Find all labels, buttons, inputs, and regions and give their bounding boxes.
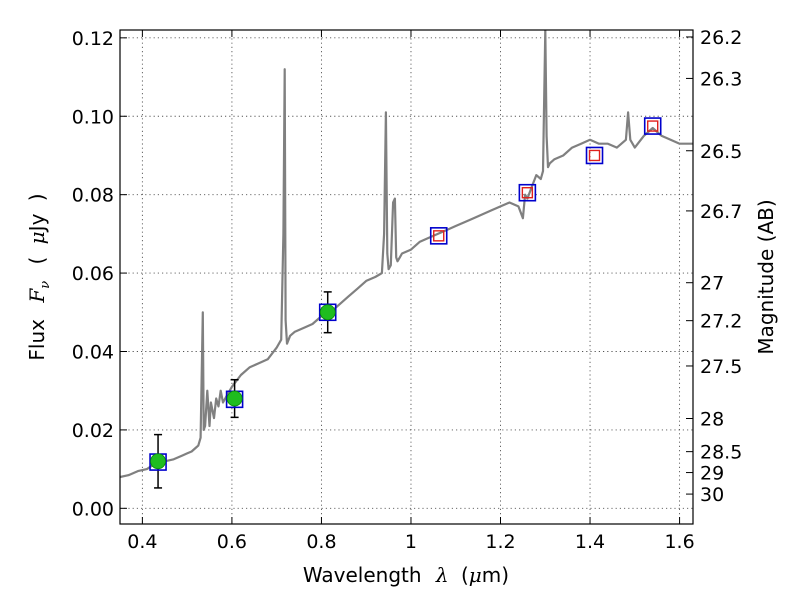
upper-limit-square [647,120,659,132]
model-flux-square [429,227,448,245]
y-tick-label: 0.08 [72,185,114,207]
markers [149,117,662,471]
observed-flux-point [319,304,336,321]
x-tick-label: 1.6 [664,531,694,553]
y2-tick-label: 28 [700,409,724,431]
y2-tick-label: 27.2 [700,311,742,333]
model-flux-square [318,303,337,322]
x-tick-label: 0.8 [306,531,336,553]
upper-limit-square [588,149,601,162]
model-flux-square [518,183,537,202]
y2-tick-label: 30 [700,484,724,506]
y2-tick-label: 29 [700,463,724,485]
ticks: 0.4 0.6 0.8 1 1.2 1.4 1.6 0.00 0.02 0.04 0.06 0.08 0… [72,27,743,553]
y-tick-label: 0.04 [72,341,114,363]
x-tick-label: 1 [405,531,417,553]
y2-tick-label: 26.2 [700,27,742,49]
y2-tick-label: 27.5 [700,356,742,378]
y2-tick-label: 28.5 [700,442,742,464]
model-flux-square [585,146,604,165]
x-axis-title: Wavelength λ (μm) [303,563,509,587]
y-tick-label: 0.10 [72,106,114,128]
plot-frame [119,29,694,525]
y-axis-title: Flux Fν ( μJy ) [25,193,54,360]
y-tick-label: 0.02 [72,420,114,442]
upper-limit-square [521,187,534,199]
x-tick-label: 0.6 [217,531,247,553]
y2-tick-label: 26.7 [700,201,742,223]
spectrum-line [120,30,693,479]
upper-limit-square [433,230,445,242]
y-tick-label: 0.12 [72,28,114,50]
error-bars [154,291,332,489]
grid-lines [120,30,693,524]
spectrum-layer [120,30,693,479]
y2-tick-label: 26.3 [700,68,742,90]
x-tick-label: 1.4 [575,531,605,553]
y-tick-label: 0.00 [72,498,114,520]
y-tick-label: 0.06 [72,263,114,285]
y2-tick-label: 26.5 [700,141,742,163]
observed-flux-point [226,390,243,407]
x-tick-label: 0.4 [127,531,157,553]
y2-axis-title: Magnitude (AB) [754,199,778,354]
y2-tick-label: 27 [700,273,724,295]
observed-flux-point [150,453,166,470]
x-tick-label: 1.2 [485,531,515,553]
model-flux-square [643,117,662,135]
